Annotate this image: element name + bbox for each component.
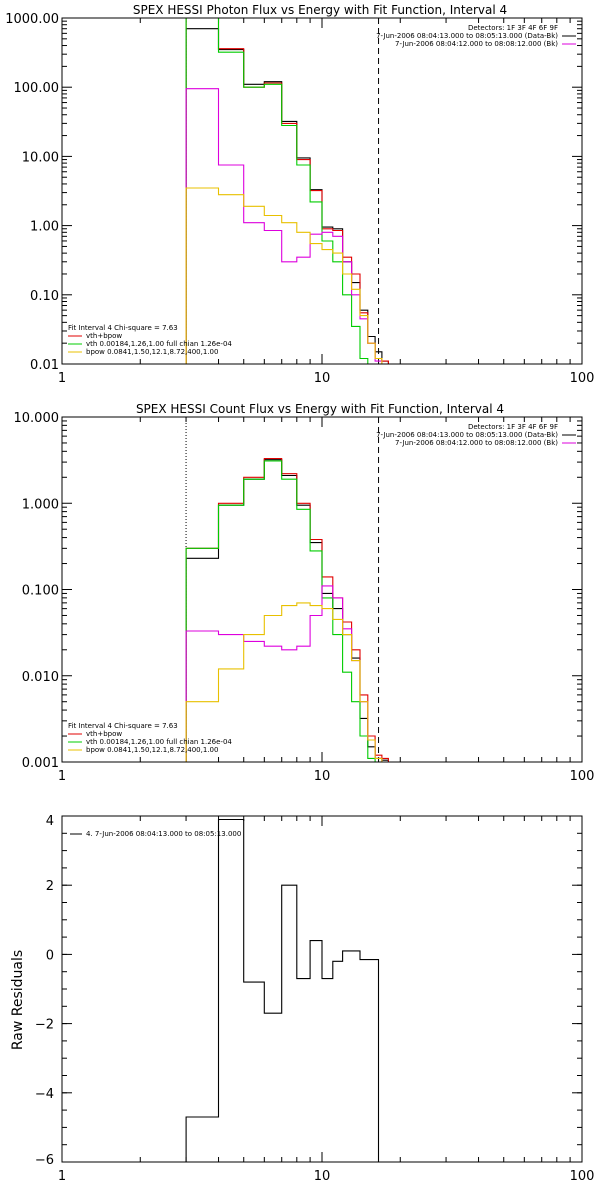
x-tick-label: 1 (58, 1169, 66, 1184)
y-tick-label: −4 (35, 1087, 54, 1102)
series-line-bpow-component (185, 187, 389, 364)
series-group (185, 818, 380, 1162)
fit-legend-text: bpow 0.0841,1.50,12.1,8.72,400,1.00 (86, 746, 218, 754)
count-flux-plot: 1 10 100 10.000 1.000 0.100 0.010 0.001 Detector… (14, 411, 595, 784)
x-tick-label: 1 (58, 769, 66, 784)
info-text-line: 7-Jun-2006 08:04:13.000 to 08:05:13.000 … (376, 32, 558, 40)
y-tick-label: 0 (46, 948, 54, 963)
residuals-plot: 1 10 100 4 2 0 −2 −4 −6 4. 7-Jun-2006 08:04:13.00… (35, 814, 595, 1184)
x-tick-label: 10 (314, 769, 331, 784)
info-text-line: 7-Jun-2006 08:04:12.000 to 08:08:12.000 … (395, 40, 558, 48)
info-text-line: 7-Jun-2006 08:04:12.000 to 08:08:12.000 … (395, 439, 558, 447)
x-tick-label: 100 (570, 769, 595, 784)
y-tick-label: −6 (35, 1153, 54, 1168)
series-line-vth (185, 18, 369, 364)
plot-frame (61, 815, 583, 1163)
y-tick-label: 4 (46, 814, 54, 829)
series-group (185, 457, 389, 762)
y-tick-label: 100.00 (14, 81, 60, 96)
y-tick-label: 10.00 (22, 150, 59, 165)
y-tick-label: 2 (46, 879, 54, 894)
x-tick-label: 100 (570, 1169, 595, 1184)
info-text-line: Detectors: 1F 3F 4F 6F 9F (468, 423, 558, 431)
fit-legend-text: Fit Interval 4 Chi-square = 7.63 (68, 722, 178, 730)
count-flux-panel: SPEX HESSI Count Flux vs Energy with Fit… (14, 402, 595, 784)
series-line-data (185, 28, 389, 364)
info-text-line: 7-Jun-2006 08:04:13.000 to 08:05:13.000 … (376, 431, 558, 439)
y-tick-label: 1.00 (30, 220, 59, 235)
plot-frame (61, 17, 583, 365)
y-tick-label: 1000.00 (5, 12, 59, 27)
fit-legend-text: Fit Interval 4 Chi-square = 7.63 (68, 324, 178, 332)
photon-flux-plot: 1 10 100 1000.00 100.00 10.00 1.00 0.10 0.01 Dete… (5, 12, 594, 386)
y-tick-label: −2 (35, 1018, 54, 1033)
y-axis-label: Raw Residuals (10, 950, 26, 1050)
series-line-residuals (185, 818, 380, 1162)
x-tick-label: 100 (570, 371, 595, 386)
y-tick-label: 0.01 (30, 358, 59, 373)
y-tick-label: 0.001 (22, 756, 59, 771)
fit-legend-text: vth+bpow (86, 730, 122, 738)
series-line-bpow (185, 88, 389, 364)
series-line-data (185, 459, 389, 762)
photon-flux-panel: SPEX HESSI Photon Flux vs Energy with Fi… (5, 3, 594, 386)
residual-legend-text: 4. 7-Jun-2006 08:04:13.000 to 08:05:13.0… (86, 830, 241, 838)
x-tick-label: 1 (58, 371, 66, 386)
fit-legend-text: vth 0.00184,1.26,1.00 full chian 1.26e-0… (86, 340, 232, 348)
fit-legend-text: vth 0.00184,1.26,1.00 full chian 1.26e-0… (86, 738, 232, 746)
panel-title: SPEX HESSI Photon Flux vs Energy with Fi… (133, 3, 507, 17)
series-group (185, 18, 389, 364)
series-line-bpow-component (185, 602, 389, 762)
y-tick-label: 0.100 (22, 584, 59, 599)
series-line-vth-bpow (185, 457, 389, 762)
panel-title: SPEX HESSI Count Flux vs Energy with Fit… (136, 402, 504, 416)
y-tick-label: 1.000 (22, 497, 59, 512)
fit-legend-text: vth+bpow (86, 332, 122, 340)
fit-legend-text: bpow 0.0841,1.50,12.1,8.72,400,1.00 (86, 348, 218, 356)
series-line-vth-bpow (185, 18, 389, 364)
y-tick-label: 10.000 (14, 411, 60, 426)
plot-frame (61, 416, 583, 763)
series-line-vth (185, 460, 376, 762)
info-text-line: Detectors: 1F 3F 4F 6F 9F (468, 24, 558, 32)
x-tick-label: 10 (314, 1169, 331, 1184)
y-tick-label: 0.10 (30, 289, 59, 304)
y-tick-label: 0.010 (22, 670, 59, 685)
residuals-panel: Raw Residuals 1 10 100 4 2 0 −2 −4 −6 4. 7-Jun-20… (10, 814, 594, 1184)
x-tick-label: 10 (314, 371, 331, 386)
